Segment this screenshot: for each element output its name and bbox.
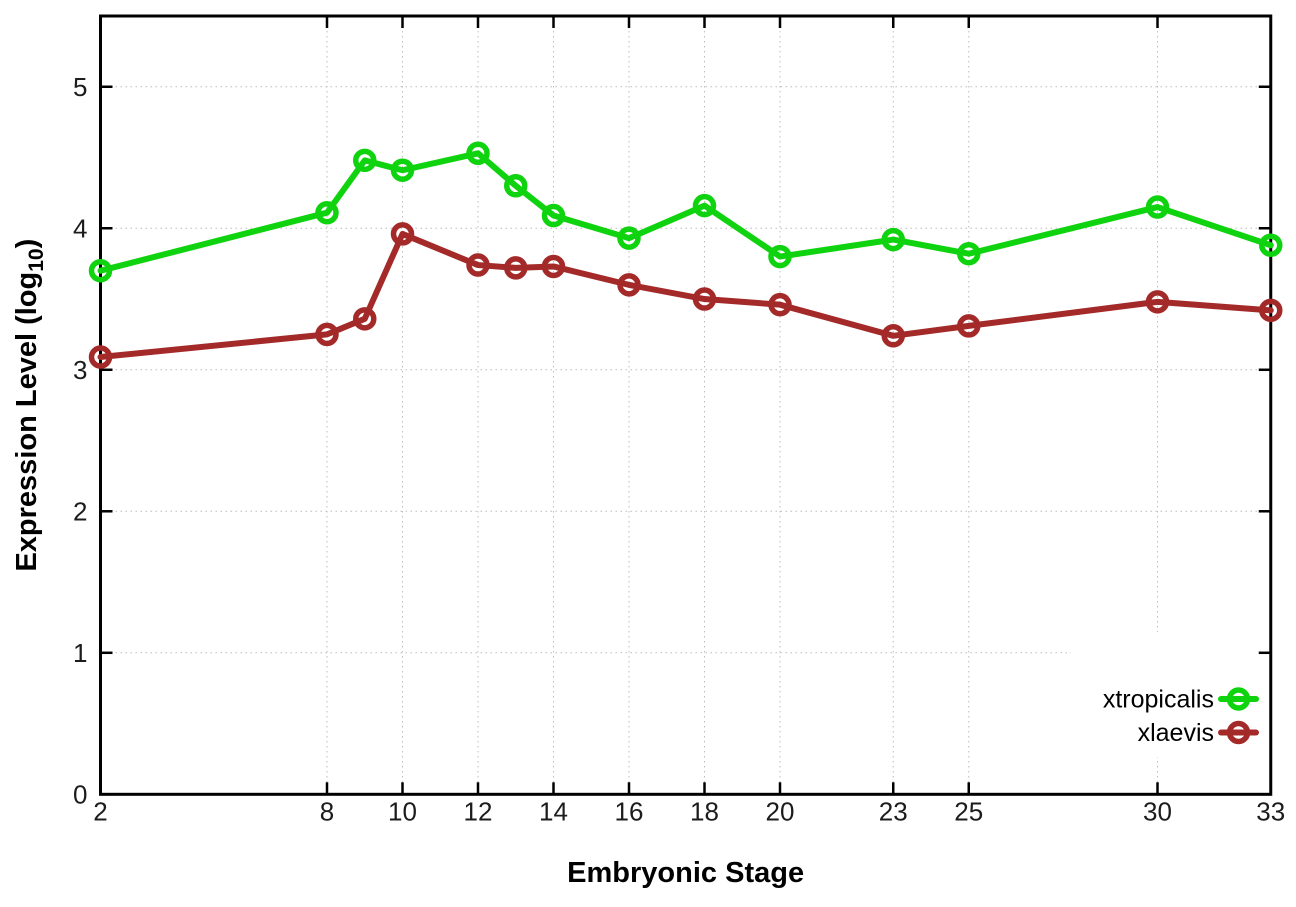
series-xlaevis-marker bbox=[390, 222, 415, 246]
series-xlaevis-marker bbox=[617, 273, 641, 297]
series-xlaevis-marker bbox=[768, 292, 792, 317]
series-xtropicalis-marker bbox=[315, 200, 339, 225]
series-xtropicalis-marker bbox=[541, 203, 566, 228]
legend-marker-xlaevis bbox=[1226, 720, 1251, 745]
series-xlaevis-marker bbox=[881, 324, 905, 348]
y-tick-label: 3 bbox=[73, 355, 87, 385]
series-xlaevis-marker bbox=[315, 322, 339, 347]
y-tick-label: 2 bbox=[73, 496, 87, 526]
series-xtropicalis-marker bbox=[617, 226, 641, 250]
x-tick-label: 16 bbox=[615, 796, 644, 826]
x-tick-label: 12 bbox=[464, 796, 493, 826]
x-axis-title: Embryonic Stage bbox=[567, 857, 804, 889]
x-tick-label: 33 bbox=[1256, 796, 1285, 826]
series-xlaevis-line bbox=[97, 230, 1274, 361]
series-xlaevis-marker bbox=[504, 256, 528, 280]
x-tick-label: 20 bbox=[766, 796, 795, 826]
y-tick-label: 1 bbox=[73, 638, 87, 668]
y-tick-label: 4 bbox=[73, 213, 87, 243]
series-xtropicalis-marker bbox=[881, 227, 905, 252]
x-tick-label: 23 bbox=[879, 796, 908, 826]
x-tick-label: 25 bbox=[954, 796, 983, 826]
series-xtropicalis-line bbox=[97, 150, 1274, 274]
x-tick-label: 2 bbox=[93, 796, 107, 826]
legend-marker-xtropicalis bbox=[1226, 687, 1251, 711]
x-tick-label: 8 bbox=[320, 796, 334, 826]
y-tick-label: 0 bbox=[73, 779, 87, 809]
series-xtropicalis-marker bbox=[88, 258, 113, 283]
series-xtropicalis-marker bbox=[1145, 195, 1170, 219]
y-tick-label: 5 bbox=[73, 72, 87, 102]
series-xtropicalis-marker bbox=[1259, 233, 1283, 257]
x-tick-label: 18 bbox=[690, 796, 719, 826]
x-tick-label: 14 bbox=[539, 796, 568, 826]
series-xtropicalis-marker bbox=[692, 193, 717, 218]
series-xlaevis-marker bbox=[541, 254, 566, 279]
series-xlaevis-marker bbox=[692, 287, 717, 311]
series-xlaevis-marker bbox=[466, 253, 490, 277]
series-xtropicalis-marker bbox=[504, 174, 528, 198]
x-tick-label: 10 bbox=[388, 796, 417, 826]
series-xlaevis-marker bbox=[957, 314, 981, 338]
series-xlaevis-marker bbox=[88, 345, 113, 369]
series-xtropicalis-marker bbox=[466, 141, 490, 166]
legend-label-xtropicalis: xtropicalis bbox=[1103, 686, 1214, 714]
plot-border bbox=[99, 14, 1273, 796]
series-xlaevis-marker bbox=[353, 307, 377, 331]
series-xtropicalis-marker bbox=[768, 244, 792, 269]
x-tick-label: 30 bbox=[1143, 796, 1172, 826]
series-xtropicalis-marker bbox=[957, 241, 981, 266]
series-xlaevis-marker bbox=[1145, 290, 1170, 314]
legend-label-xlaevis: xlaevis bbox=[1138, 719, 1214, 747]
series-xlaevis-marker bbox=[1259, 298, 1283, 323]
series-xtropicalis-marker bbox=[390, 158, 415, 182]
series-xtropicalis-marker bbox=[353, 148, 377, 173]
y-axis-title: Expression Level (log10) bbox=[11, 239, 48, 572]
